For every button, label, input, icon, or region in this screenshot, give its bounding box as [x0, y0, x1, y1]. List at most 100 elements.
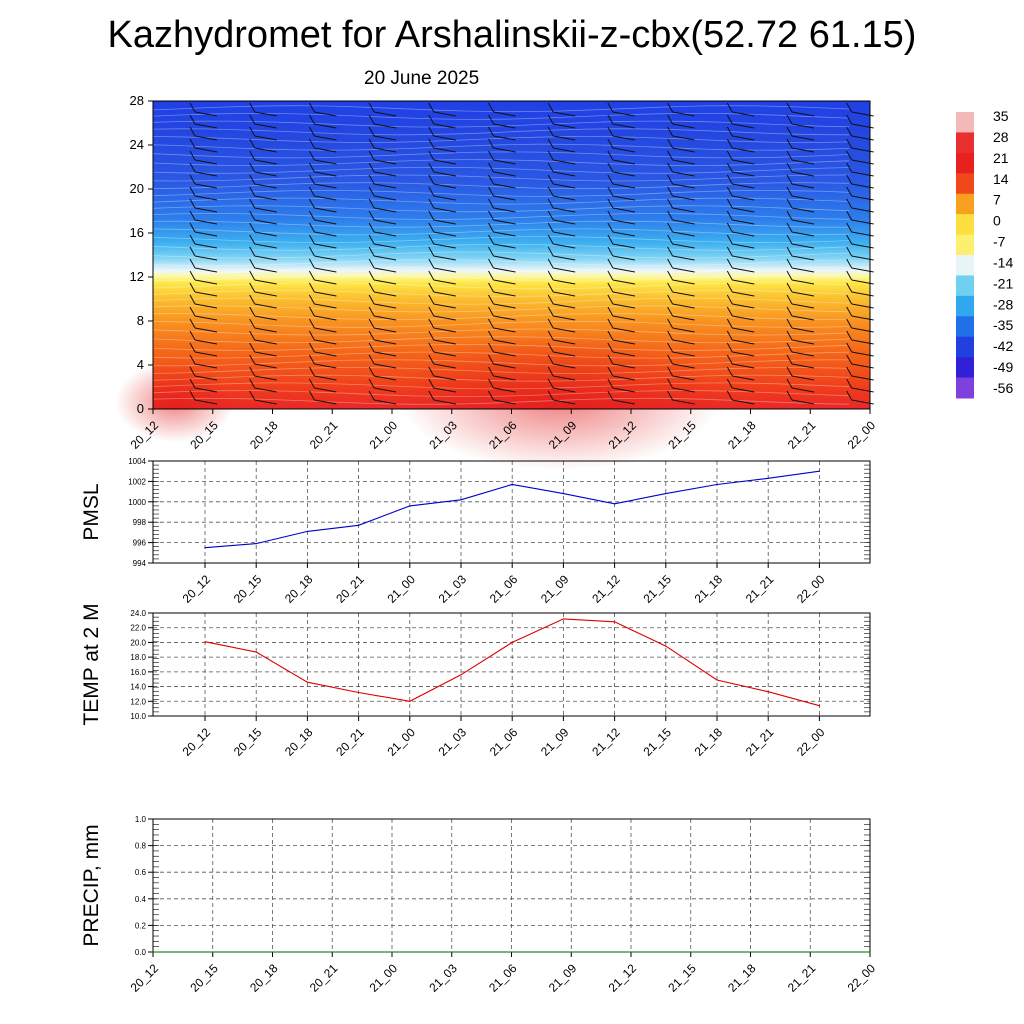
pmsl-y-tick-label: 1002: [128, 477, 146, 486]
wind-barb: [726, 294, 755, 309]
temp-2m-point: [614, 621, 616, 623]
wind-barb: [607, 294, 635, 309]
precip-x-tick-label: 20_15: [187, 961, 221, 995]
wind-barb: [786, 342, 815, 357]
contour-line: [152, 128, 850, 136]
wind-barb: [428, 126, 456, 141]
temp-2m-point: [255, 651, 257, 653]
wind-barb: [547, 318, 576, 333]
temp-2m-point: [818, 705, 821, 707]
wind-barb: [368, 234, 397, 249]
heatmap-x-tick-label: 21_21: [785, 418, 819, 452]
wind-barb: [488, 186, 516, 201]
wind-barb: [667, 378, 695, 393]
wind-barb: [607, 258, 635, 273]
wind-barb: [726, 354, 755, 369]
wind-barb: [189, 270, 218, 285]
colorbar-label: 28: [993, 129, 1009, 145]
wind-barb: [368, 270, 397, 285]
wind-barb: [488, 114, 516, 129]
wind-barb: [308, 126, 337, 141]
wind-barb: [726, 234, 755, 249]
precip-x-tick-label: 21_06: [486, 961, 520, 995]
wind-barb: [189, 354, 218, 369]
colorbar-label: 0: [993, 213, 1001, 229]
pmsl-y-axis-label: PMSL: [80, 483, 103, 540]
heatmap-y-tick-label: 28: [130, 93, 144, 108]
contour-line: [152, 367, 850, 374]
wind-barb: [786, 366, 815, 381]
wind-barb: [547, 198, 576, 213]
temp-2m-point: [409, 700, 411, 702]
contour-line: [152, 182, 850, 190]
precip-y-tick-label: 0.0: [135, 948, 147, 957]
wind-barb: [726, 306, 755, 321]
pmsl-x-tick-label: 20_12: [180, 572, 214, 606]
wind-barb: [547, 126, 576, 141]
contour-line: [152, 336, 850, 344]
colorbar-label: 7: [993, 192, 1001, 208]
wind-barb: [249, 198, 277, 213]
wind-barb: [308, 270, 337, 285]
wind-barb: [726, 198, 755, 213]
precip-panel: 0.0 0.2 0.4 0.6 0.8 1.0 20_12 20_15 20_18 20_21 21…: [80, 815, 878, 995]
wind-barb: [189, 246, 218, 261]
wind-barb: [368, 210, 397, 225]
contour-line: [152, 397, 850, 405]
colorbar-label: 35: [993, 108, 1009, 124]
wind-barb: [726, 222, 755, 237]
wind-barb: [726, 138, 755, 153]
wind-barb: [368, 390, 397, 405]
wind-barb: [786, 138, 815, 153]
temp-2m-point: [460, 674, 462, 676]
colorbar-swatch: [956, 275, 974, 297]
precip-x-tick-label: 21_09: [546, 961, 580, 995]
wind-barb: [667, 294, 695, 309]
wind-barb: [488, 150, 516, 165]
wind-barbs: [189, 102, 874, 405]
wind-barb: [547, 210, 576, 225]
wind-barb: [189, 306, 218, 321]
contour-line: [152, 228, 850, 236]
temp-2m-x-tick-label: 21_15: [640, 725, 674, 759]
colorbar-label: 14: [993, 171, 1009, 187]
wind-barb: [308, 390, 337, 405]
wind-barb: [249, 114, 277, 129]
wind-barb: [726, 318, 755, 333]
colorbar-swatch: [956, 193, 974, 215]
wind-barb: [308, 246, 337, 261]
wind-barb: [368, 366, 397, 381]
wind-barb: [488, 138, 516, 153]
wind-barb: [368, 138, 397, 153]
wind-barb: [547, 102, 576, 117]
colorbar-swatch: [956, 295, 974, 317]
wind-barb: [189, 330, 218, 345]
temp-2m-y-tick-label: 14.0: [130, 683, 146, 692]
colorbar-swatch: [956, 112, 974, 133]
wind-barb: [667, 366, 695, 381]
pmsl-point: [562, 493, 565, 495]
wind-barb: [189, 186, 218, 201]
wind-barb: [249, 162, 277, 177]
wind-barb: [488, 126, 516, 141]
contour-line: [152, 143, 850, 151]
colorbar-swatch: [956, 173, 974, 195]
wind-barb: [607, 114, 635, 129]
wind-barb: [189, 102, 218, 117]
wind-barb: [607, 150, 635, 165]
wind-barb: [726, 174, 755, 189]
wind-barb: [428, 366, 456, 381]
colorbar-label: -42: [993, 338, 1013, 354]
colorbar-label: -14: [993, 254, 1013, 270]
wind-barb: [249, 294, 277, 309]
pmsl-point: [614, 503, 616, 505]
precip-y-tick-label: 1.0: [135, 815, 147, 824]
temp-2m-point: [562, 618, 565, 620]
precip-point: [869, 951, 871, 953]
wind-barb: [189, 342, 218, 357]
precip-y-tick-label: 0.8: [135, 842, 147, 851]
wind-barb: [428, 270, 456, 285]
wind-barb: [368, 282, 397, 297]
wind-barb: [667, 126, 695, 141]
wind-barb: [308, 306, 337, 321]
